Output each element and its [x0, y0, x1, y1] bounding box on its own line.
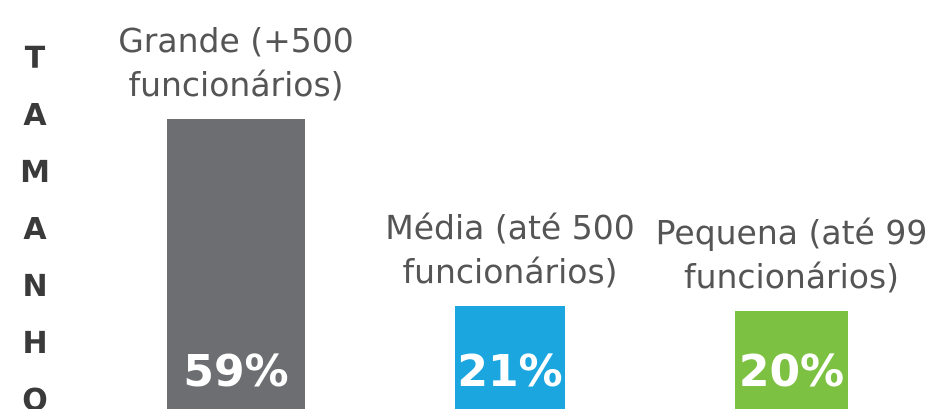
value-label: 21%: [457, 346, 563, 397]
category-label: Pequena (até 99 funcionários): [655, 212, 928, 296]
category-label: Média (até 500 funcionários): [385, 207, 635, 291]
bar: [735, 310, 848, 409]
y-axis-label: TAMANHO: [20, 41, 50, 409]
bar: [167, 118, 305, 409]
bar: [455, 305, 565, 409]
value-label: 59%: [183, 346, 289, 397]
category-label: Grande (+500 funcionários): [118, 20, 354, 104]
value-label: 20%: [738, 346, 845, 397]
